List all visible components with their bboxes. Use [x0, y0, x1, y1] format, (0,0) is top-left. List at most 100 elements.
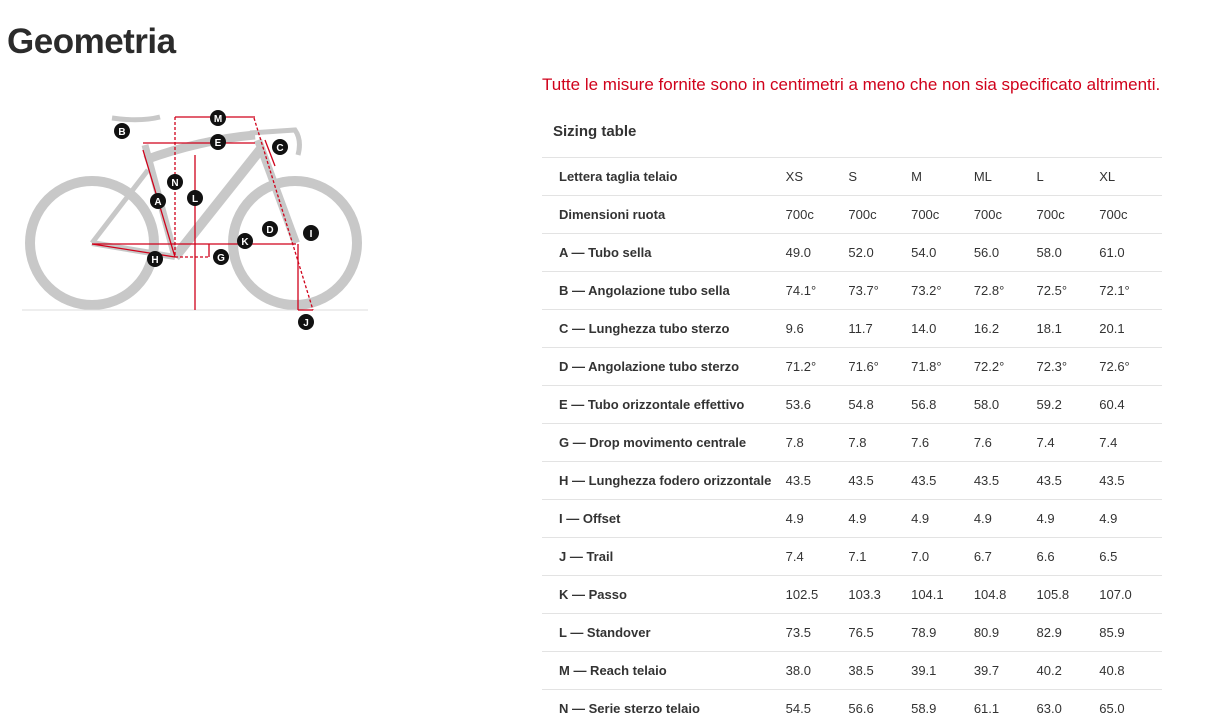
cell-value: 6.6: [1037, 538, 1100, 576]
cell-value: 4.9: [911, 500, 974, 538]
row-label: Dimensioni ruota: [542, 196, 786, 234]
cell-value: 39.1: [911, 652, 974, 690]
cell-value: 43.5: [911, 462, 974, 500]
cell-value: 39.7: [974, 652, 1037, 690]
marker-j: J: [298, 314, 314, 330]
row-label: C — Lunghezza tubo sterzo: [542, 310, 786, 348]
cell-value: 43.5: [1037, 462, 1100, 500]
cell-value: 7.0: [911, 538, 974, 576]
cell-value: 52.0: [848, 234, 911, 272]
cell-value: 4.9: [1099, 500, 1162, 538]
cell-value: 700c: [848, 196, 911, 234]
cell-value: 58.0: [974, 386, 1037, 424]
cell-value: 43.5: [1099, 462, 1162, 500]
cell-value: 73.7°: [848, 272, 911, 310]
cell-value: XL: [1099, 158, 1162, 196]
cell-value: 82.9: [1037, 614, 1100, 652]
cell-value: 54.0: [911, 234, 974, 272]
cell-value: S: [848, 158, 911, 196]
row-label: D — Angolazione tubo sterzo: [542, 348, 786, 386]
marker-g: G: [213, 249, 229, 265]
row-label: L — Standover: [542, 614, 786, 652]
svg-text:I: I: [310, 229, 313, 240]
cell-value: 58.0: [1037, 234, 1100, 272]
cell-value: M: [911, 158, 974, 196]
cell-value: 40.8: [1099, 652, 1162, 690]
marker-n: N: [167, 174, 183, 190]
marker-l: L: [187, 190, 203, 206]
cell-value: 85.9: [1099, 614, 1162, 652]
cell-value: 80.9: [974, 614, 1037, 652]
cell-value: 43.5: [848, 462, 911, 500]
cell-value: 78.9: [911, 614, 974, 652]
row-label: A — Tubo sella: [542, 234, 786, 272]
svg-text:B: B: [118, 127, 125, 138]
cell-value: 56.6: [848, 690, 911, 727]
cell-value: 700c: [1037, 196, 1100, 234]
cell-value: 58.9: [911, 690, 974, 727]
cell-value: 4.9: [786, 500, 849, 538]
cell-value: 7.6: [911, 424, 974, 462]
row-label: Lettera taglia telaio: [542, 158, 786, 196]
cell-value: 72.5°: [1037, 272, 1100, 310]
cell-value: 54.8: [848, 386, 911, 424]
cell-value: 18.1: [1037, 310, 1100, 348]
cell-value: L: [1037, 158, 1100, 196]
cell-value: 16.2: [974, 310, 1037, 348]
cell-value: 65.0: [1099, 690, 1162, 727]
cell-value: 6.7: [974, 538, 1037, 576]
svg-text:N: N: [171, 178, 178, 189]
cell-value: 71.8°: [911, 348, 974, 386]
cell-value: 56.0: [974, 234, 1037, 272]
cell-value: 73.5: [786, 614, 849, 652]
cell-value: 59.2: [1037, 386, 1100, 424]
units-note: Tutte le misure fornite sono in centimet…: [542, 75, 1160, 95]
svg-text:G: G: [217, 253, 225, 264]
cell-value: 107.0: [1099, 576, 1162, 614]
cell-value: 53.6: [786, 386, 849, 424]
cell-value: ML: [974, 158, 1037, 196]
cell-value: 71.6°: [848, 348, 911, 386]
marker-a: A: [150, 193, 166, 209]
cell-value: 7.4: [1037, 424, 1100, 462]
sizing-table-title: Sizing table: [553, 123, 636, 140]
cell-value: 72.1°: [1099, 272, 1162, 310]
svg-text:D: D: [266, 225, 273, 236]
cell-value: 700c: [786, 196, 849, 234]
cell-value: 61.1: [974, 690, 1037, 727]
cell-value: 105.8: [1037, 576, 1100, 614]
marker-k: K: [237, 233, 253, 249]
cell-value: 14.0: [911, 310, 974, 348]
marker-h: H: [147, 251, 163, 267]
cell-value: 38.5: [848, 652, 911, 690]
svg-text:H: H: [151, 255, 158, 266]
marker-i: I: [303, 225, 319, 241]
cell-value: 54.5: [786, 690, 849, 727]
row-label: K — Passo: [542, 576, 786, 614]
svg-text:L: L: [192, 194, 198, 205]
svg-text:J: J: [303, 318, 309, 329]
cell-value: 7.4: [1099, 424, 1162, 462]
svg-text:A: A: [154, 197, 161, 208]
cell-value: 72.6°: [1099, 348, 1162, 386]
cell-value: 11.7: [848, 310, 911, 348]
cell-value: 63.0: [1037, 690, 1100, 727]
cell-value: 700c: [1099, 196, 1162, 234]
row-label: I — Offset: [542, 500, 786, 538]
cell-value: 6.5: [1099, 538, 1162, 576]
cell-value: 7.4: [786, 538, 849, 576]
marker-m: M: [210, 110, 226, 126]
page-title: Geometria: [7, 22, 176, 62]
cell-value: 76.5: [848, 614, 911, 652]
cell-value: 104.8: [974, 576, 1037, 614]
row-label: E — Tubo orizzontale effettivo: [542, 386, 786, 424]
